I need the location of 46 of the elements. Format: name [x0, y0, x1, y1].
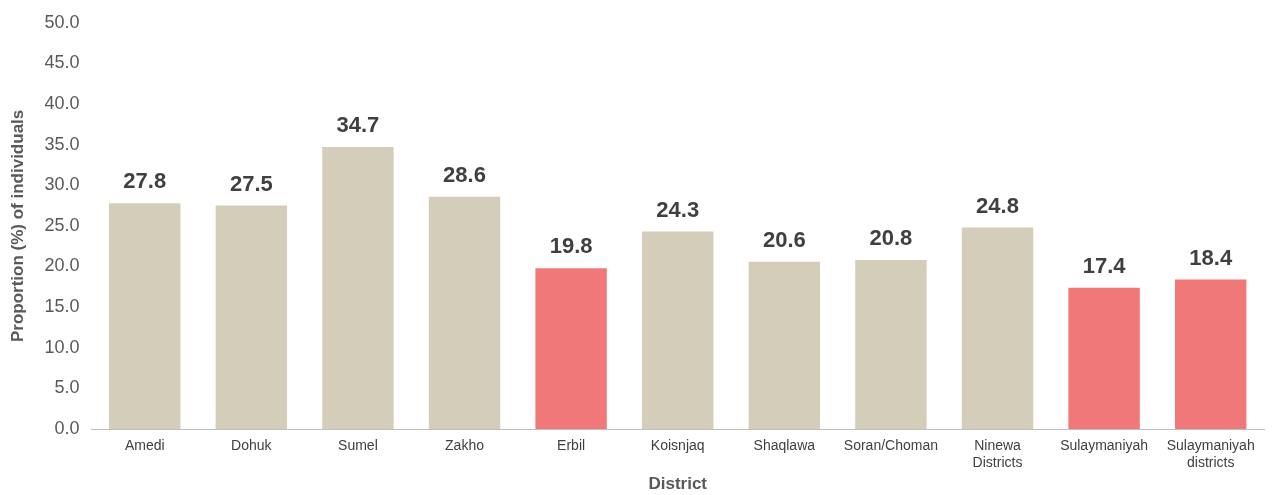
- bar: [855, 260, 927, 429]
- data-label: 24.3: [656, 196, 700, 222]
- x-tick-label: Sumel: [338, 437, 378, 454]
- y-tick-label: 35.0: [44, 133, 80, 154]
- y-tick-label: 40.0: [44, 93, 80, 114]
- data-label: 19.8: [549, 233, 593, 259]
- x-tick-label: Zakho: [445, 437, 485, 454]
- x-tick-label: Dohuk: [231, 437, 273, 454]
- data-label: 18.4: [1189, 244, 1233, 270]
- bar: [322, 147, 394, 429]
- bar: [535, 268, 607, 429]
- bar: [428, 196, 501, 429]
- y-tick-label: 5.0: [54, 377, 80, 398]
- y-tick-label: 45.0: [44, 52, 80, 73]
- bar: [1174, 279, 1247, 429]
- y-tick-label: 15.0: [44, 296, 80, 317]
- y-axis-title: Proportion (%) of individuals: [7, 109, 27, 343]
- data-label: 24.8: [976, 192, 1019, 218]
- bar: [961, 227, 1034, 429]
- y-tick-label: 10.0: [44, 336, 80, 357]
- data-label: 20.6: [762, 226, 806, 252]
- y-tick-label: 25.0: [44, 214, 80, 235]
- y-tick-label: 50.0: [44, 11, 80, 32]
- x-tick-label: Ninewa Districts: [972, 437, 1023, 471]
- data-label: 17.4: [1082, 252, 1127, 278]
- x-tick-label: Soran/Choman: [843, 437, 938, 454]
- y-tick-label: 0.0: [54, 417, 80, 438]
- data-label: 34.7: [336, 112, 380, 138]
- x-tick-label: Amedi: [124, 437, 165, 454]
- x-tick-label: Koisnjaq: [650, 437, 705, 454]
- x-axis-title: District: [648, 474, 708, 494]
- x-tick-label: Shaqlawa: [753, 437, 816, 454]
- bar: [642, 231, 714, 429]
- bar: [1068, 287, 1140, 429]
- data-label: 27.5: [229, 170, 273, 196]
- bar: [109, 203, 181, 429]
- bar: [215, 205, 288, 429]
- data-label: 28.6: [443, 161, 486, 187]
- bar: [748, 261, 821, 429]
- x-tick-label: Erbil: [557, 437, 586, 454]
- x-tick-label: Sulaymaniyah districts: [1166, 437, 1255, 471]
- y-tick-label: 20.0: [44, 255, 80, 276]
- y-tick-label: 30.0: [44, 174, 80, 195]
- data-label: 20.8: [869, 225, 913, 251]
- data-label: 27.8: [123, 168, 167, 194]
- x-tick-label: Sulaymaniyah: [1060, 437, 1149, 454]
